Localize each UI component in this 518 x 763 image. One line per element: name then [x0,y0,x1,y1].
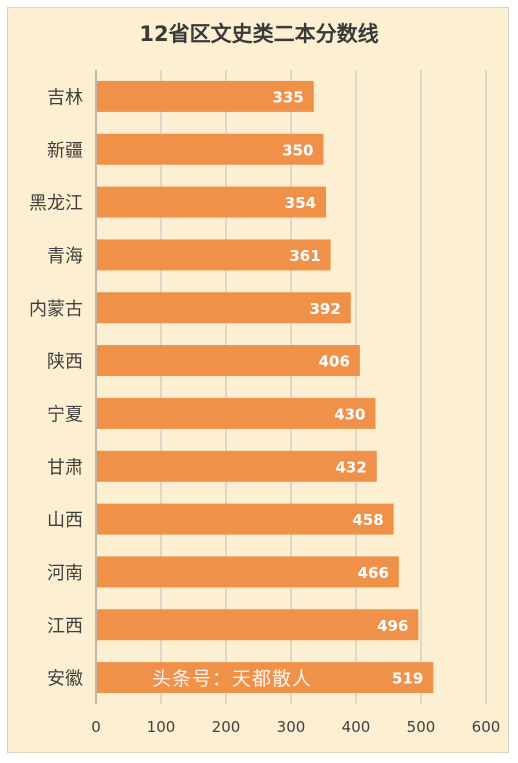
x-tick-label: 0 [91,718,101,736]
bar [97,450,377,482]
data-label: 354 [285,194,316,212]
bar [97,186,327,218]
category-label: 山西 [47,510,83,531]
watermark: 头条号：天都散人 [152,668,313,690]
x-tick-label: 200 [212,718,241,736]
data-label: 432 [335,458,366,476]
bar [97,345,360,377]
bar [97,609,419,641]
category-label: 陕西 [47,352,83,373]
category-label: 内蒙古 [29,299,83,320]
data-label: 361 [289,247,320,265]
data-label: 519 [392,670,423,688]
x-tick-label: 100 [147,718,176,736]
bar [97,397,376,429]
category-label: 黑龙江 [29,193,83,214]
category-label: 新疆 [47,140,83,161]
data-label: 430 [334,405,365,423]
bar [97,133,324,165]
category-label: 宁夏 [47,404,83,425]
bar [97,556,399,588]
bar [97,239,331,271]
data-label: 406 [319,353,350,371]
category-label: 甘肃 [47,457,83,478]
category-label: 安徽 [47,669,83,690]
x-tick-label: 300 [277,718,306,736]
data-label: 458 [352,511,383,529]
bar [97,292,351,324]
category-label: 河南 [47,563,83,584]
data-label: 335 [272,88,303,106]
data-label: 496 [377,617,408,635]
bar [97,80,314,112]
chart-title: 12省区文史类二本分数线 [139,22,379,46]
category-label: 江西 [47,616,83,637]
bar [97,503,394,535]
x-tick-label: 500 [407,718,436,736]
data-label: 392 [309,300,340,318]
bar [97,662,434,694]
x-tick-label: 600 [472,718,501,736]
x-tick-label: 400 [342,718,371,736]
category-label: 青海 [47,246,83,267]
data-label: 350 [282,141,313,159]
category-label: 吉林 [47,87,83,108]
data-label: 466 [358,564,389,582]
